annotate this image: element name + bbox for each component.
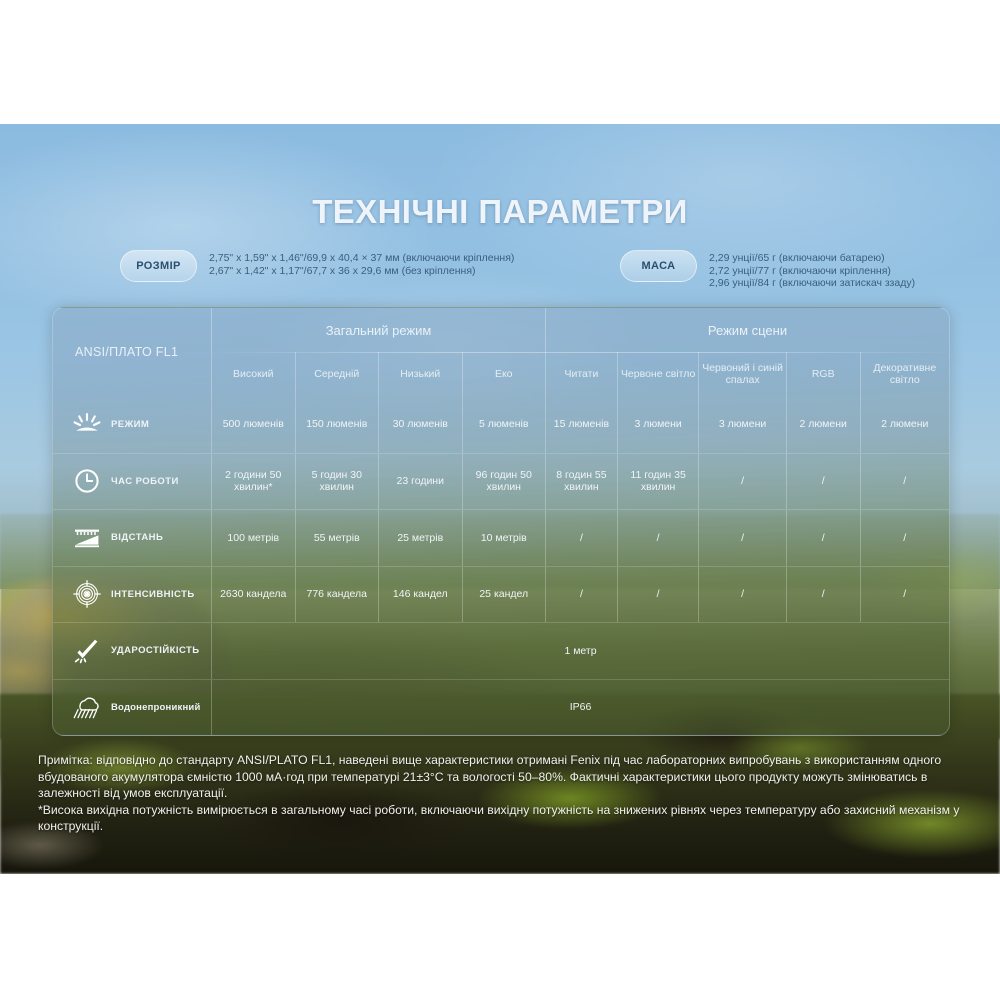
table-cell: 2 люмени [859,396,949,453]
beam-distance-icon [73,524,101,552]
table-cell: 146 кандел [378,566,462,622]
row-label-cell: ЧАС РОБОТИ [53,454,211,510]
table-cell: 55 метрів [294,510,379,566]
table-group-header-2: Режим сцени [545,308,949,352]
table-row: Водонепроникний IP66 [53,678,949,736]
table-cell: 150 люменів [294,396,379,453]
table-group-header-label: Загальний режим [325,322,432,338]
spec-size: РОЗМІР 2,75" x 1,59" x 1,46"/69,9 x 40,4… [120,250,514,282]
table-column-header: Високий [211,352,295,396]
table-cell: 3 люмени [698,396,785,453]
row-label: УДАРОСТІЙКІСТЬ [111,645,200,657]
table-cell: / [616,566,699,622]
table-cell: 500 люменів [211,396,295,453]
table-row: УДАРОСТІЙКІСТЬ 1 метр [53,622,949,679]
table-row: ІНТЕНСИВНІСТЬ 2630 кандела 776 кандела 146 … [53,565,949,623]
table-group-header-row: Загальний режим Режим сцени [53,308,949,352]
table-column-header: Червоне світло [616,352,699,396]
table-cell: 100 метрів [211,510,295,566]
row-label: Водонепроникний [111,701,201,713]
table-cell: 23 години [378,453,462,509]
footnote: Примітка: відповідно до стандарту ANSI/P… [38,752,962,835]
table-cell: 25 метрів [378,510,462,566]
table-cell: / [859,453,949,509]
table-cell: 96 годин 50 хвилин [461,453,546,509]
table-cell: / [698,453,785,509]
row-label-cell: УДАРОСТІЙКІСТЬ [53,623,211,679]
table-cell: / [859,510,949,566]
table-header: ANSI/ПЛАТО FL1 Загальний режим Режим сцен… [53,308,949,396]
table-cell: 5 годин 30 хвилин [294,453,379,509]
table-cell: / [616,510,699,566]
spec-size-line-1: 2,75" x 1,59" x 1,46"/69,9 x 40,4 × 37 м… [209,252,515,264]
spec-size-pill: РОЗМІР [120,250,197,282]
table-group-header-1: Загальний режим [211,308,545,352]
table-row: ЧАС РОБОТИ 2 години 50 хвилин* 5 годин 30 … [53,452,949,510]
table-cell: 15 люменів [545,396,617,453]
waterproof-rain-icon [73,693,101,721]
table-cell: 30 люменів [378,396,462,453]
table-column-header: Низький [378,352,462,396]
table-cell: 25 кандел [461,566,546,622]
table-column-header: Еко [461,352,546,396]
spec-weight-line-2: 2,72 унції/77 г (включаючи кріплення) [709,264,891,277]
table-column-header-row: Високий Середній Низький Еко Читати Червоне с… [53,352,949,396]
row-label: ІНТЕНСИВНІСТЬ [111,588,195,600]
table-cell: 5 люменів [461,396,546,453]
spec-table: ANSI/ПЛАТО FL1 Загальний режим Режим сцен… [52,307,950,736]
table-group-header-label: Режим сцени [707,322,788,338]
table-body: РЕЖИМ 500 люменів 150 люменів 30 люменів 5 л… [53,396,949,735]
page-title: ТЕХНІЧНІ ПАРАМЕТРИ [312,193,688,230]
table-cell: 10 метрів [461,510,546,566]
spec-weight-line-3: 2,96 унції/84 г (включаючи затискач ззад… [709,277,916,289]
spec-size-line-2: 2,67" x 1,42" x 1,17"/67,7 x 36 x 29,6 м… [209,264,476,277]
impact-resistance-icon [73,637,101,665]
footnote-paragraph-2: *Висока вихідна потужність вимірюється в… [38,802,960,834]
table-column-header: Червоний і синій спалах [698,352,785,396]
spec-weight-line-1: 2,29 унції/65 г (включаючи батарею) [709,252,885,264]
row-label: РЕЖИМ [111,418,150,430]
spec-size-values: 2,75" x 1,59" x 1,46"/69,9 x 40,4 × 37 м… [209,250,514,277]
clock-icon [73,467,101,495]
table-cell-merged: IP66 [211,679,949,735]
table-cell: / [785,566,860,622]
row-label: ЧАС РОБОТИ [111,475,179,487]
table-cell: 3 люмени [616,396,699,453]
table-row: ВІДСТАНЬ 100 метрів 55 метрів 25 метрів 10 м… [53,509,949,566]
spec-weight-values: 2,29 унції/65 г (включаючи батарею) 2,72… [709,250,915,290]
table-row: РЕЖИМ 500 люменів 150 люменів 30 люменів 5 л… [53,396,949,453]
table-cell: / [785,510,860,566]
row-label: ВІДСТАНЬ [111,532,164,544]
table-cell: 2 години 50 хвилин* [211,453,295,509]
spec-weight-pill: МАСА [620,250,697,282]
row-label-cell: Водонепроникний [53,680,211,736]
table-column-header: Декоративне світло [859,352,949,396]
table-cell: / [785,453,860,509]
intensity-target-icon [73,580,101,609]
table-column-header: RGB [785,352,860,396]
row-label-cell: РЕЖИМ [53,396,211,453]
table-cell: 2630 кандела [211,566,295,622]
table-cell: 8 годин 55 хвилин [545,453,617,509]
table-cell: / [698,510,785,566]
table-corner-label: ANSI/ПЛАТО FL1 [75,345,179,359]
table-cell: 776 кандела [294,566,379,622]
table-cell-merged: 1 метр [211,623,949,679]
table-column-header: Середній [294,352,379,396]
table-column-header: Читати [545,352,617,396]
table-cell: / [859,566,949,622]
table-cell: / [545,510,617,566]
table-cell: / [698,566,785,622]
header-divider [211,352,949,353]
table-cell: 2 люмени [785,396,860,453]
footnote-paragraph-1: Примітка: відповідно до стандарту ANSI/P… [38,753,942,800]
spec-weight: МАСА 2,29 унції/65 г (включаючи батарею)… [620,250,915,290]
sun-burst-icon [73,410,101,438]
row-label-cell: ІНТЕНСИВНІСТЬ [53,567,211,623]
table-cell: / [545,566,617,622]
row-label-cell: ВІДСТАНЬ [53,510,211,566]
table-cell: 11 годин 35 хвилин [616,453,699,509]
